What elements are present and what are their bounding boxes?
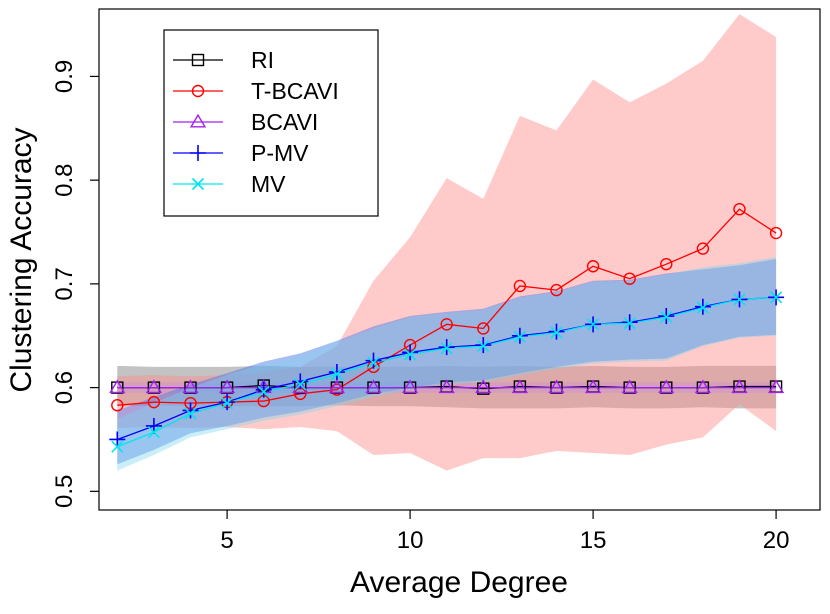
point-mv [111, 440, 124, 453]
legend-marker [190, 145, 206, 161]
point-mv [404, 348, 417, 361]
legend-item-t-bcavi: T-BCAVI [173, 78, 339, 104]
band-mv [117, 256, 777, 471]
point-mv [733, 293, 746, 306]
point-t-bcavi [696, 242, 710, 255]
y-axis-label: Clustering Accuracy [5, 127, 38, 392]
y-tick-label: 0.7 [51, 267, 78, 300]
point-bcavi [218, 379, 236, 394]
y-tick-label: 0.5 [51, 475, 78, 508]
x-tick-label: 5 [220, 527, 233, 554]
x-axis-ticks: 5 10 15 20 [220, 510, 789, 554]
legend-label: P-MV [251, 140, 309, 166]
point-p-mv [365, 352, 382, 369]
point-mv [367, 356, 380, 369]
point-mv [184, 407, 197, 420]
point-p-mv [182, 402, 199, 419]
point-bcavi [511, 379, 528, 394]
legend-marker [191, 177, 205, 191]
point-t-bcavi [477, 322, 490, 335]
legend-item-mv: MV [173, 171, 286, 197]
point-mv [513, 330, 526, 343]
point-bcavi [658, 379, 675, 394]
legend-label: RI [251, 47, 274, 73]
y-axis-ticks: 0.5 0.6 0.7 0.8 0.9 [51, 60, 99, 508]
point-mv [257, 385, 270, 398]
point-p-mv [328, 364, 345, 381]
point-mv [440, 342, 453, 355]
point-mv [696, 301, 709, 314]
legend-marker [189, 113, 207, 128]
point-t-bcavi [660, 257, 673, 271]
point-t-bcavi [440, 318, 453, 331]
confidence-bands [117, 14, 777, 471]
plot-frame [98, 8, 821, 511]
point-bcavi [694, 379, 711, 394]
point-ri [477, 382, 490, 395]
x-tick-label: 15 [580, 527, 607, 554]
point-t-bcavi [769, 226, 783, 240]
point-p-mv [402, 344, 419, 361]
point-bcavi [767, 379, 785, 394]
point-mv [221, 397, 234, 410]
legend-label: MV [251, 171, 286, 197]
point-t-bcavi [513, 279, 527, 293]
point-bcavi [182, 379, 199, 394]
x-tick-label: 20 [763, 527, 790, 554]
point-t-bcavi [586, 260, 600, 273]
legend-items: RI T-BCAVI BCAVI P-MV MV [173, 47, 339, 197]
band-p-mv [117, 258, 777, 465]
point-t-bcavi [623, 272, 636, 285]
point-bcavi [401, 379, 419, 394]
point-bcavi [548, 379, 565, 394]
point-t-bcavi [550, 283, 563, 297]
point-bcavi [109, 379, 126, 394]
x-axis-label: Average Degree [350, 566, 568, 599]
legend: RI T-BCAVI BCAVI P-MV MV [163, 29, 379, 217]
legend-label: BCAVI [251, 109, 318, 135]
point-bcavi [365, 379, 382, 394]
point-mv [623, 317, 636, 330]
y-tick-label: 0.8 [51, 163, 78, 196]
point-mv [294, 378, 307, 391]
point-bcavi [438, 379, 455, 394]
legend-item-bcavi: BCAVI [173, 109, 318, 135]
point-mv [660, 311, 673, 324]
legend-marker [191, 53, 205, 67]
point-p-mv [292, 373, 309, 390]
point-bcavi [292, 379, 309, 394]
y-tick-label: 0.9 [51, 60, 78, 93]
y-tick-label: 0.6 [51, 371, 78, 404]
point-bcavi [145, 379, 162, 394]
point-bcavi [621, 379, 638, 394]
point-bcavi [475, 379, 492, 394]
point-mv [147, 426, 160, 439]
point-mv [770, 291, 783, 304]
point-t-bcavi [733, 202, 746, 216]
legend-item-p-mv: P-MV [173, 140, 309, 166]
point-mv [477, 340, 490, 353]
x-tick-label: 10 [397, 527, 424, 554]
point-bcavi [584, 379, 602, 394]
point-bcavi [731, 379, 748, 394]
point-mv [587, 318, 600, 331]
point-t-bcavi [111, 399, 124, 412]
series-markers [109, 202, 785, 453]
legend-marker [191, 84, 205, 98]
legend-label: T-BCAVI [251, 78, 339, 104]
point-p-mv [255, 381, 272, 398]
point-mv [550, 326, 563, 339]
legend-item-ri: RI [173, 47, 274, 73]
point-t-bcavi [147, 395, 161, 409]
point-bcavi [328, 379, 345, 394]
point-p-mv [109, 431, 126, 448]
point-mv [330, 368, 343, 381]
